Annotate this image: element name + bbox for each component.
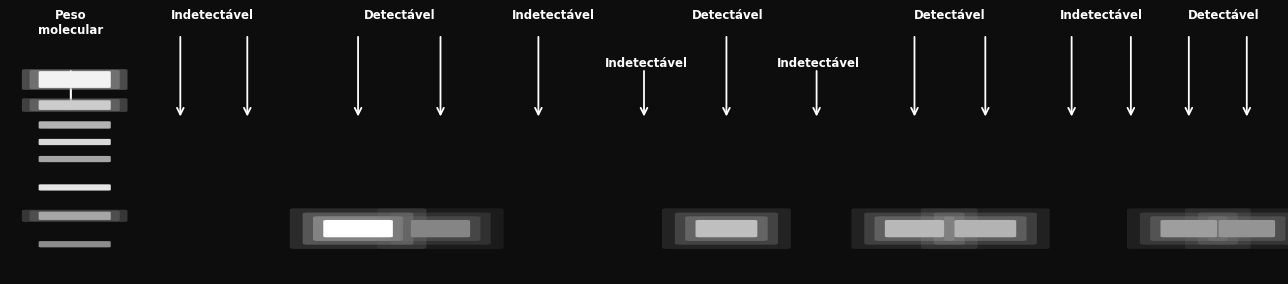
FancyBboxPatch shape <box>39 139 111 145</box>
FancyBboxPatch shape <box>1140 212 1238 245</box>
FancyBboxPatch shape <box>1208 216 1285 241</box>
Text: Indetectável: Indetectável <box>171 9 254 22</box>
FancyBboxPatch shape <box>30 99 120 111</box>
FancyBboxPatch shape <box>885 220 944 237</box>
FancyBboxPatch shape <box>685 216 768 241</box>
FancyBboxPatch shape <box>662 208 791 249</box>
FancyBboxPatch shape <box>851 208 978 249</box>
FancyBboxPatch shape <box>390 212 491 245</box>
FancyBboxPatch shape <box>1218 220 1275 237</box>
FancyBboxPatch shape <box>290 208 426 249</box>
FancyBboxPatch shape <box>934 212 1037 245</box>
FancyBboxPatch shape <box>39 121 111 129</box>
FancyBboxPatch shape <box>323 220 393 237</box>
Text: Detectável: Detectável <box>363 9 435 22</box>
FancyBboxPatch shape <box>675 212 778 245</box>
Text: Indetectável: Indetectável <box>1060 9 1142 22</box>
FancyBboxPatch shape <box>954 220 1016 237</box>
FancyBboxPatch shape <box>303 212 413 245</box>
FancyBboxPatch shape <box>39 71 111 88</box>
FancyBboxPatch shape <box>921 208 1050 249</box>
Text: Detectável: Detectável <box>913 9 985 22</box>
FancyBboxPatch shape <box>1198 212 1288 245</box>
FancyBboxPatch shape <box>39 212 111 220</box>
FancyBboxPatch shape <box>401 216 480 241</box>
FancyBboxPatch shape <box>22 69 128 90</box>
Text: Indetectável: Indetectável <box>513 9 595 22</box>
FancyBboxPatch shape <box>39 156 111 162</box>
FancyBboxPatch shape <box>696 220 757 237</box>
Text: Detectável: Detectável <box>1188 9 1260 22</box>
FancyBboxPatch shape <box>39 241 111 247</box>
Text: Detectável: Detectável <box>692 9 764 22</box>
FancyBboxPatch shape <box>30 211 120 221</box>
FancyBboxPatch shape <box>22 98 128 112</box>
Text: Peso
molecular: Peso molecular <box>39 9 103 37</box>
FancyBboxPatch shape <box>313 216 403 241</box>
FancyBboxPatch shape <box>1150 216 1227 241</box>
FancyBboxPatch shape <box>944 216 1027 241</box>
FancyBboxPatch shape <box>864 212 965 245</box>
FancyBboxPatch shape <box>875 216 954 241</box>
FancyBboxPatch shape <box>1160 220 1217 237</box>
Text: Indetectável: Indetectável <box>777 57 859 70</box>
FancyBboxPatch shape <box>39 184 111 191</box>
FancyBboxPatch shape <box>377 208 504 249</box>
FancyBboxPatch shape <box>411 220 470 237</box>
FancyBboxPatch shape <box>22 210 128 222</box>
Text: Indetectável: Indetectável <box>605 57 688 70</box>
FancyBboxPatch shape <box>30 70 120 89</box>
FancyBboxPatch shape <box>1185 208 1288 249</box>
FancyBboxPatch shape <box>1127 208 1251 249</box>
FancyBboxPatch shape <box>39 100 111 110</box>
